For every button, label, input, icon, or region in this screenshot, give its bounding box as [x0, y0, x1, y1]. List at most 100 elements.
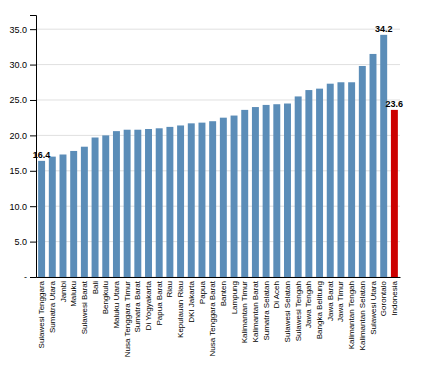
- x-tick: Sulawesi Selatan: [283, 281, 292, 342]
- x-tick: Sulawesi Barat: [80, 280, 89, 334]
- bar: [252, 107, 259, 277]
- x-tick-label: Sulawesi Tenggara: [37, 280, 46, 348]
- bar: [370, 54, 377, 277]
- bar: [337, 82, 344, 277]
- y-tick-label: 35.0: [9, 25, 27, 35]
- x-tick: Papua: [198, 280, 207, 304]
- x-tick: Bangka Belitung: [315, 281, 324, 339]
- bar: [134, 130, 141, 277]
- bars: [38, 35, 398, 277]
- x-tick-label: Papua: [198, 280, 207, 304]
- y-tick: -: [24, 272, 36, 282]
- x-tick-label: Papua Barat: [155, 280, 164, 325]
- x-tick: Nusa Tenggara Timur: [123, 281, 132, 358]
- bar: [209, 121, 216, 277]
- y-tick-mark: [30, 100, 36, 101]
- x-tick-label: Sulawesi Tengah: [294, 281, 303, 341]
- grid-line: [36, 277, 400, 278]
- x-tick-label: Lampung: [230, 281, 239, 314]
- bar: [305, 90, 312, 277]
- x-tick-label: Bali: [91, 281, 100, 295]
- x-tick: Maluku Utara: [112, 280, 121, 328]
- grid: [36, 29, 400, 277]
- bar: [38, 161, 45, 277]
- x-tick-label: Maluku Utara: [112, 280, 121, 328]
- grid-line: [36, 64, 400, 65]
- y-tick: 25.0: [9, 95, 36, 105]
- x-tick: Kalimantan Selatan: [358, 281, 367, 350]
- x-axis-line: [37, 277, 401, 278]
- grid-line: [36, 135, 400, 136]
- x-tick-label: Maluku: [69, 281, 78, 307]
- bar: [70, 151, 77, 277]
- y-tick-label: -: [24, 272, 27, 282]
- x-tick-label: Bengkulu: [101, 281, 110, 314]
- x-tick-label: Bangka Belitung: [315, 281, 324, 339]
- y-tick: 30.0: [9, 60, 36, 70]
- x-tick-label: Kalimantan Selatan: [358, 281, 367, 350]
- bar: [60, 154, 67, 277]
- x-tick: Jawa Tengah: [304, 281, 313, 328]
- bar: [156, 128, 163, 277]
- bar: [295, 96, 302, 277]
- x-tick-label: Jawa Tengah: [304, 281, 313, 328]
- x-tick: Di Yogyakarta: [144, 280, 153, 330]
- x-tick: Sumatra Barat: [133, 280, 142, 332]
- x-tick: Bali: [91, 281, 100, 295]
- x-tick-label: Di Aceh: [272, 281, 281, 309]
- x-tick: Indonesia: [390, 280, 399, 315]
- x-tick-label: Nusa Tenggara Timur: [123, 281, 132, 358]
- plot-area: -5.010.015.020.025.030.035.0Sulawesi Ten…: [9, 16, 403, 358]
- bar: [391, 110, 398, 277]
- bar: [380, 35, 387, 277]
- x-tick: Sulawesi Tenggara: [37, 280, 46, 348]
- x-tick: Kepulauan Riau: [176, 281, 185, 338]
- x-tick: Kalimantan Tengah: [347, 281, 356, 349]
- y-tick-label: 25.0: [9, 95, 27, 105]
- x-tick-label: Di Yogyakarta: [144, 280, 153, 330]
- y-tick-label: 10.0: [9, 202, 27, 212]
- x-tick: Banten: [219, 281, 228, 306]
- y-tick-mark: [30, 171, 36, 172]
- bar: [188, 123, 195, 277]
- x-tick: Sumatra Selatan: [262, 281, 271, 341]
- chart: -5.010.015.020.025.030.035.0Sulawesi Ten…: [0, 0, 426, 375]
- grid-line: [36, 206, 400, 207]
- bar: [263, 105, 270, 277]
- bar: [177, 125, 184, 277]
- bar: [49, 157, 56, 277]
- x-tick: Maluku: [69, 281, 78, 307]
- bar: [102, 135, 109, 277]
- y-tick-mark: [30, 277, 36, 278]
- x-tick-label: Banten: [219, 281, 228, 306]
- bar: [241, 110, 248, 277]
- x-tick-label: Sumatra Utara: [48, 280, 57, 333]
- x-tick-label: Sumatra Selatan: [262, 281, 271, 341]
- y-tick: 10.0: [9, 202, 36, 212]
- x-tick-label: Indonesia: [390, 280, 399, 315]
- bar: [359, 66, 366, 277]
- bar: [316, 89, 323, 277]
- x-tick-label: Sulawesi Barat: [80, 280, 89, 334]
- x-tick-label: Jambi: [59, 281, 68, 303]
- y-tick-mark: [30, 242, 36, 243]
- y-tick: 5.0: [14, 237, 36, 247]
- x-tick-label: DKI Jakarta: [187, 280, 196, 322]
- x-tick-label: Jawa Timur: [336, 281, 345, 322]
- x-tick: Jambi: [59, 281, 68, 303]
- y-tick-mark: [30, 29, 36, 30]
- bar: [284, 104, 291, 277]
- y-tick: 15.0: [9, 166, 36, 176]
- x-tick: Kalimantan Barat: [251, 280, 260, 342]
- x-tick: Bengkulu: [101, 281, 110, 314]
- x-tick: Gorontalo: [379, 280, 388, 316]
- x-tick-label: Nusa Tenggara Barat: [208, 280, 217, 356]
- x-tick: DKI Jakarta: [187, 280, 196, 322]
- grid-line: [36, 29, 400, 30]
- bar: [273, 104, 280, 277]
- x-tick-label: Sumatra Barat: [133, 280, 142, 332]
- bar: [327, 84, 334, 277]
- y-tick-label: 30.0: [9, 60, 27, 70]
- x-tick: Sulawesi Tengah: [294, 281, 303, 341]
- x-tick-label: Kepulauan Riau: [176, 281, 185, 338]
